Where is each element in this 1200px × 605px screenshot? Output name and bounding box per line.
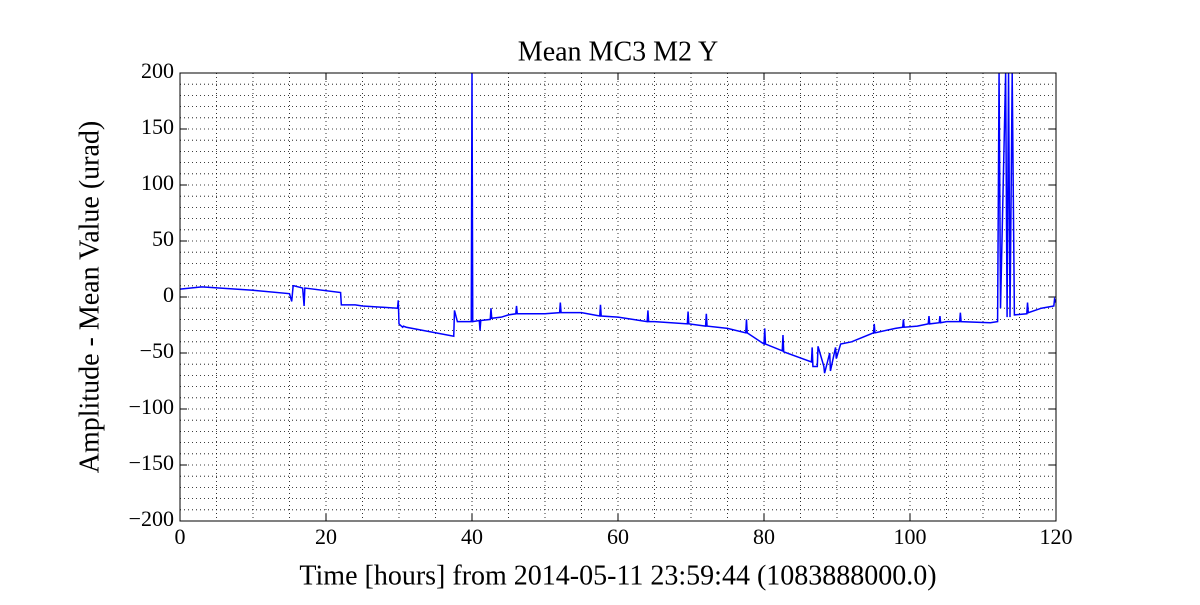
y-tick-label: −150 bbox=[129, 450, 174, 475]
x-tick-label: 120 bbox=[1040, 524, 1073, 549]
x-tick-label: 40 bbox=[461, 524, 483, 549]
x-axis-label: Time [hours] from 2014-05-11 23:59:44 (1… bbox=[299, 560, 936, 591]
y-axis-label: Amplitude - Mean Value (urad) bbox=[74, 121, 105, 474]
y-tick-label: 150 bbox=[141, 114, 174, 139]
y-tick-label: −200 bbox=[129, 506, 174, 531]
x-tick-label: 20 bbox=[315, 524, 337, 549]
y-tick-label: −100 bbox=[129, 394, 174, 419]
plot-frame bbox=[179, 72, 1057, 522]
y-tick-label: −50 bbox=[140, 338, 174, 363]
x-tick-label: 80 bbox=[753, 524, 775, 549]
data-line bbox=[180, 73, 1056, 374]
y-tick-label: 0 bbox=[163, 282, 174, 307]
x-tick-label: 60 bbox=[607, 524, 629, 549]
y-tick-label: 200 bbox=[141, 58, 174, 83]
chart-title: Mean MC3 M2 Y bbox=[518, 36, 718, 67]
y-tick-label: 50 bbox=[152, 226, 174, 251]
x-tick-label: 100 bbox=[894, 524, 927, 549]
x-tick-label: 0 bbox=[175, 524, 186, 549]
y-tick-label: 100 bbox=[141, 170, 174, 195]
